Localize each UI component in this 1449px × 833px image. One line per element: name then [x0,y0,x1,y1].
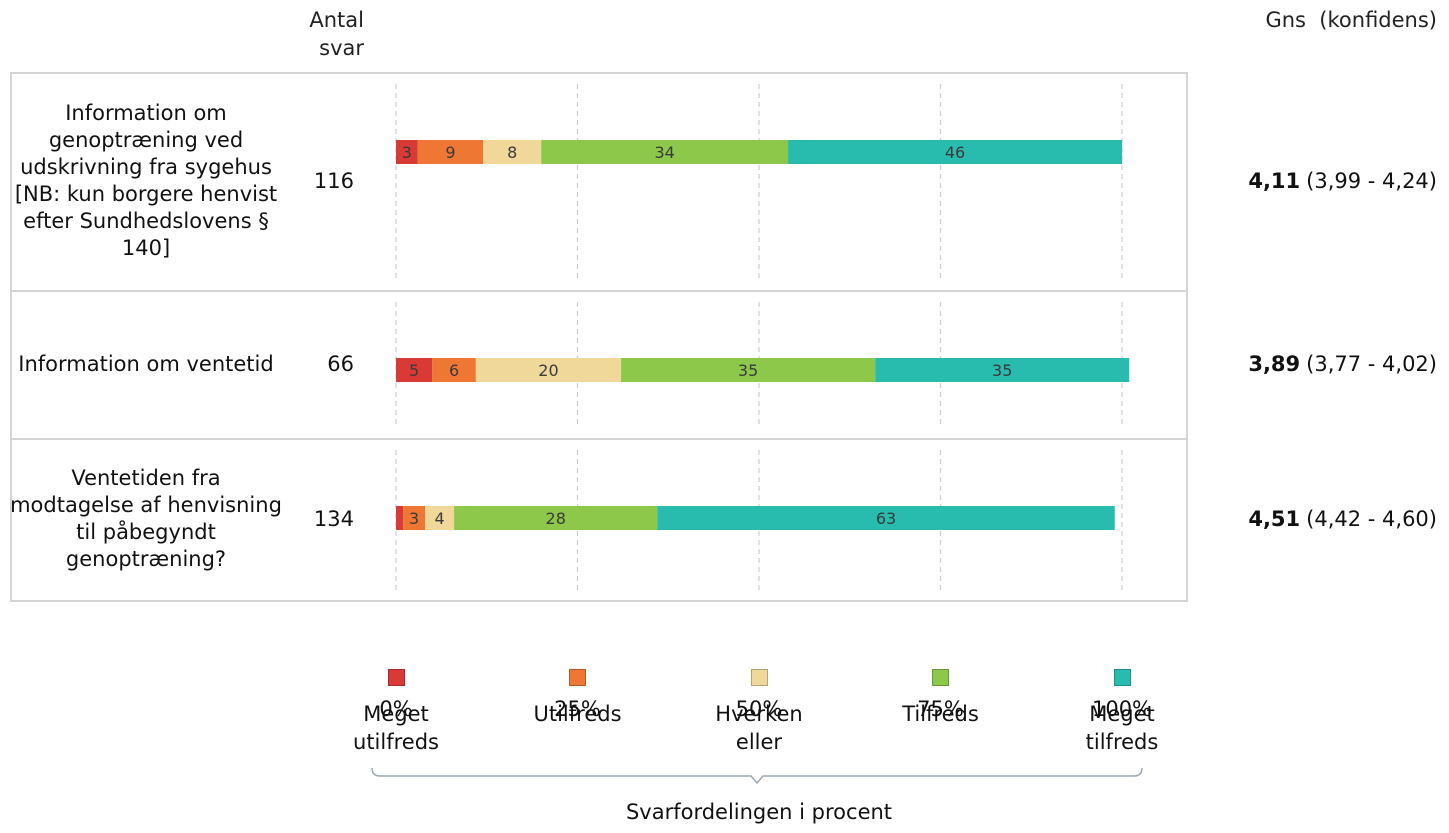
bar-value-label: 28 [546,509,566,528]
average-score: 4,11 (3,99 - 4,24) [1248,72,1437,290]
question-row [10,438,1188,602]
response-count: 116 [313,169,354,193]
bar-value-label: 9 [445,143,455,162]
bar-segment [403,506,426,530]
bar-segment [396,506,404,530]
legend-swatch [569,669,586,686]
bar-value-label: 3 [402,143,412,162]
bar-segment [657,506,1115,530]
legend-item: Utilfreds [503,669,653,728]
legend-swatch [1113,669,1131,686]
bar-value-label: 20 [538,361,558,380]
legend-label: Meget tilfreds [1085,702,1159,754]
bar-value-label: 63 [876,509,896,528]
legend-label: Tilfreds [902,702,979,726]
bar-segment [788,140,1122,164]
legend-item: Hverken eller [684,669,834,756]
bar-segment [541,140,789,164]
question-text: Information om ventetid [18,351,274,376]
x-tick-label: 75% [917,697,964,721]
question-text: Ventetiden fra modtagelse af henvisning … [10,466,282,571]
bar-value-label: 3 [409,509,419,528]
legend-label: Meget utilfreds [353,702,439,754]
bar-segment [425,506,455,530]
bar-segment [432,358,476,382]
question-text: Information om genoptræning ved udskrivn… [14,101,278,260]
legend-swatch [387,669,405,686]
bar-value-label: 35 [992,361,1012,380]
x-axis-title: Svarfordelingen i procent [625,800,893,824]
axis-brace [371,767,1143,785]
x-tick-label: 0% [379,697,413,721]
bar-segment [396,358,433,382]
bar-segment [396,140,418,164]
legend-label: Hverken eller [715,702,803,754]
bar-value-label: 6 [449,361,459,380]
legend-label: Utilfreds [533,702,622,726]
bar-value-label: 5 [409,361,419,380]
legend-item: Meget tilfreds [1047,669,1197,756]
average-column-header: Gns (konfidens) [1265,8,1437,32]
bar-value-label: 8 [507,143,517,162]
legend-swatch [932,669,949,686]
average-value: 4,51 [1248,507,1301,531]
count-column-header: Antal svar [309,8,364,60]
confidence-interval: (3,77 - 4,02) [1306,352,1437,376]
x-tick-label: 50% [735,697,783,721]
bar-value-label: 34 [654,143,674,162]
bar-segment [483,140,542,164]
legend-item: Meget utilfreds [321,669,471,756]
bar-segment [417,140,484,164]
response-count: 134 [313,507,354,531]
bar-value-label: 35 [738,361,758,380]
bar-segment [621,358,876,382]
legend-swatch [750,669,768,686]
question-label: Information om ventetid [10,290,282,438]
average-value: 3,89 [1248,352,1301,376]
question-label: Ventetiden fra modtagelse af henvisning … [10,438,282,600]
response-count: 66 [327,352,354,376]
average-score: 3,89 (3,77 - 4,02) [1248,290,1437,438]
bar-value-label: 46 [945,143,965,162]
confidence-interval: (4,42 - 4,60) [1306,507,1437,531]
question-label: Information om genoptræning ved udskrivn… [10,72,282,290]
average-value: 4,11 [1248,169,1301,193]
bar-segment [875,358,1130,382]
bar-segment [475,358,622,382]
bar-value-label: 4 [434,509,444,528]
average-score: 4,51 (4,42 - 4,60) [1248,438,1437,600]
x-tick-label: 25% [554,697,601,721]
bar-segment [454,506,658,530]
x-tick-label: 100% [1091,697,1153,721]
legend-item: Tilfreds [866,669,1016,728]
confidence-interval: (3,99 - 4,24) [1306,169,1437,193]
